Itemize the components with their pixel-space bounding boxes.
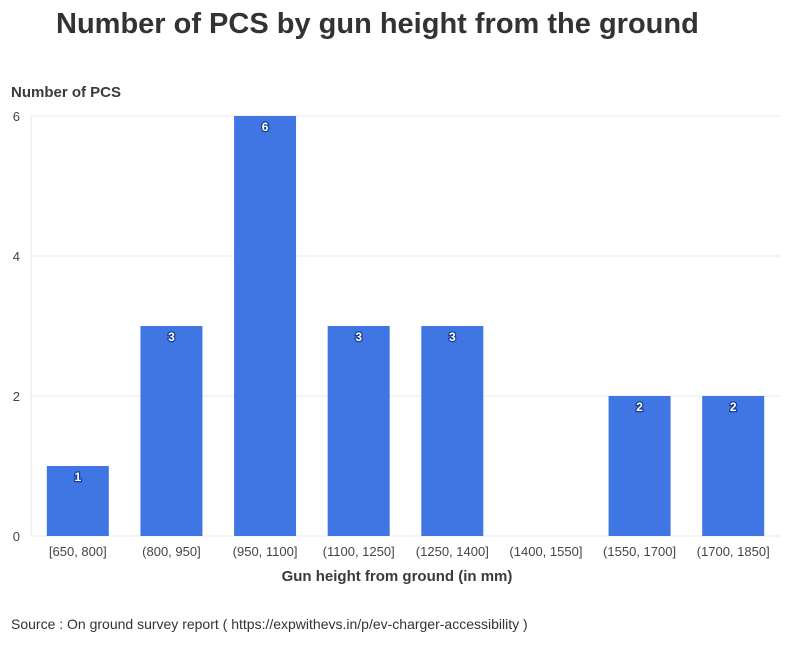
bar-value-label: 3 xyxy=(449,330,456,344)
bar xyxy=(608,396,671,536)
bar xyxy=(234,116,297,536)
x-tick-label: (1700, 1850] xyxy=(697,544,770,559)
y-tick-label: 2 xyxy=(13,389,20,404)
bar-value-label: 2 xyxy=(636,400,643,414)
x-tick-label: (950, 1100] xyxy=(233,544,298,559)
bar xyxy=(702,396,765,536)
x-tick-label: [650, 800] xyxy=(49,544,107,559)
bar-value-label: 1 xyxy=(74,470,81,484)
x-tick-label: (800, 950] xyxy=(142,544,201,559)
bar-value-label: 3 xyxy=(355,330,362,344)
bar xyxy=(46,466,109,536)
bar xyxy=(327,326,390,536)
chart-title: Number of PCS by gun height from the gro… xyxy=(56,8,699,40)
x-tick-label: (1250, 1400] xyxy=(416,544,489,559)
y-axis-title: Number of PCS xyxy=(11,84,122,101)
bar xyxy=(421,326,484,536)
x-tick-label: (1100, 1250] xyxy=(323,544,395,559)
y-tick-label: 4 xyxy=(13,249,20,264)
bar xyxy=(140,326,203,536)
x-tick-label: (1400, 1550] xyxy=(509,544,582,559)
x-tick-label: (1550, 1700] xyxy=(603,544,676,559)
y-tick-label: 0 xyxy=(13,529,20,544)
bar-value-label: 6 xyxy=(262,120,269,134)
source-note: Source : On ground survey report ( https… xyxy=(11,616,528,632)
y-tick-label: 6 xyxy=(13,109,20,124)
x-axis-title: Gun height from ground (in mm) xyxy=(281,568,513,585)
bar-value-label: 3 xyxy=(168,330,175,344)
bar-value-label: 2 xyxy=(730,400,737,414)
